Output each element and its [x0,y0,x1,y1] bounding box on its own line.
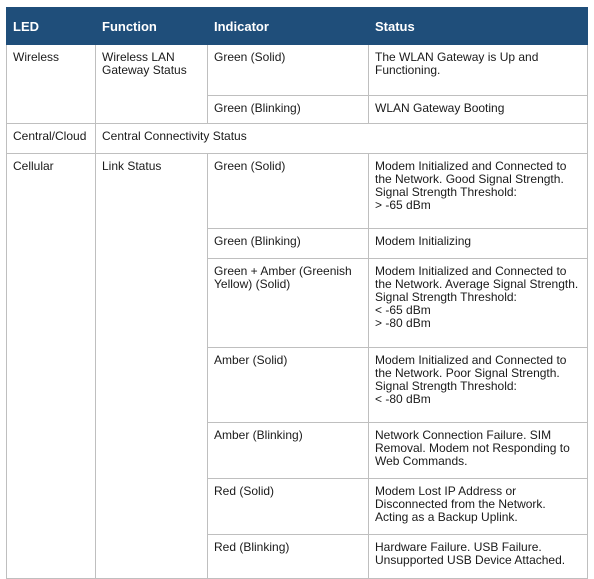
table-row: Central/Cloud Central Connectivity Statu… [6,123,588,154]
status-cell: Network Connection Failure. SIM Removal.… [368,422,588,479]
status-cell: Modem Initializing [368,228,588,259]
indicator-cell: Amber (Blinking) [207,422,369,479]
indicator-cell: Amber (Solid) [207,347,369,423]
indicator-cell: Green (Solid) [207,153,369,229]
header-function: Function [95,7,208,45]
table-row: Amber (Blinking) Network Connection Fail… [7,422,588,479]
status-text: Modem Initialized and Connected to the N… [375,353,567,393]
table-row: Green (Blinking) WLAN Gateway Booting [7,95,588,124]
table-row: Red (Blinking) Hardware Failure. USB Fai… [7,534,588,579]
led-cell: Wireless [6,44,96,124]
status-text: Modem Initialized and Connected to the N… [375,264,579,304]
function-cell: Central Connectivity Status [95,123,588,154]
table-header-row: LED Function Indicator Status [6,7,588,45]
status-threshold: > -80 dBm [375,316,431,330]
table-row: Green (Blinking) Modem Initializing [7,228,588,259]
header-led: LED [6,7,96,45]
table-row: Green + Amber (Greenish Yellow) (Solid) … [7,258,588,348]
function-cell: Link Status [95,153,208,579]
indicator-cell: Green + Amber (Greenish Yellow) (Solid) [207,258,369,348]
led-cell: Cellular [6,153,96,579]
function-cell: Wireless LAN Gateway Status [95,44,208,124]
indicator-cell: Green (Blinking) [207,228,369,259]
status-text: Modem Initialized and Connected to the N… [375,159,567,199]
header-status: Status [368,7,588,45]
table-row: Wireless Wireless LAN Gateway Status Gre… [6,44,588,124]
led-cell: Central/Cloud [6,123,96,154]
status-cell: Modem Initialized and Connected to the N… [368,347,588,423]
status-threshold: > -65 dBm [375,198,431,212]
indicator-cell: Green (Solid) [207,44,369,96]
indicator-cell: Red (Blinking) [207,534,369,579]
table-row: Amber (Solid) Modem Initialized and Conn… [7,347,588,423]
status-cell: Modem Initialized and Connected to the N… [368,153,588,229]
status-threshold: < -80 dBm [375,392,431,406]
status-cell: WLAN Gateway Booting [368,95,588,124]
status-cell: Modem Lost IP Address or Disconnected fr… [368,478,588,535]
table-row: Cellular Link Status Green (Solid) Modem… [6,153,588,579]
led-status-table: LED Function Indicator Status Wireless W… [6,7,588,579]
status-cell: Hardware Failure. USB Failure. Unsupport… [368,534,588,579]
status-cell: The WLAN Gateway is Up and Functioning. [368,44,588,96]
status-threshold: < -65 dBm [375,303,431,317]
indicator-cell: Red (Solid) [207,478,369,535]
status-cell: Modem Initialized and Connected to the N… [368,258,588,348]
header-indicator: Indicator [207,7,369,45]
indicator-cell: Green (Blinking) [207,95,369,124]
